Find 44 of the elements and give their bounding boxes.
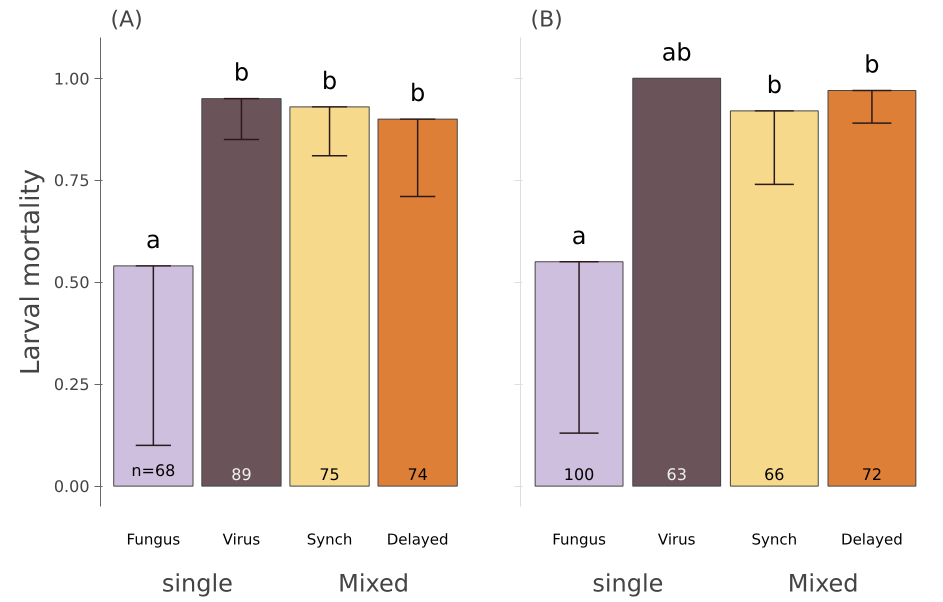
annotation: n=68 — [131, 461, 176, 480]
annotation: 66 — [764, 465, 784, 484]
annotation: 89 — [231, 465, 252, 484]
annotation: b — [410, 79, 426, 108]
annotation: b — [766, 70, 782, 99]
x-tick-label: Synch — [751, 530, 798, 548]
annotation: 63 — [666, 465, 687, 484]
chart-title: (B) — [530, 8, 563, 32]
annotation: 74 — [407, 465, 428, 484]
bar — [378, 118, 458, 487]
annotation: b — [864, 50, 880, 79]
annotation: 72 — [862, 465, 882, 484]
text: Mixed — [338, 570, 410, 598]
bar — [289, 106, 370, 487]
y-tick-label: 0.75 — [54, 171, 90, 190]
bar — [113, 265, 194, 487]
text: Mixed — [788, 570, 859, 598]
text: single — [162, 570, 233, 598]
x-tick-label: Synch — [306, 530, 352, 548]
x-tick-label: Virus — [658, 530, 696, 548]
bar — [828, 90, 916, 487]
y-tick-label: 0.25 — [54, 375, 90, 394]
bar — [632, 78, 722, 487]
x-tick-label: Fungus — [552, 530, 606, 548]
annotation: ab — [662, 38, 692, 66]
x-tick-label: Delayed — [841, 530, 903, 548]
y-tick-label: 0.50 — [54, 273, 90, 292]
bar — [730, 110, 819, 487]
annotation: a — [146, 226, 161, 254]
y-axis-title: Larval mortality — [16, 168, 46, 375]
bar — [201, 98, 282, 487]
bar — [534, 261, 624, 487]
y-tick-label: 1.00 — [54, 69, 90, 88]
chart-title: (A) — [110, 8, 143, 32]
annotation: 100 — [564, 465, 594, 484]
annotation: b — [234, 58, 250, 87]
x-tick-label: Virus — [222, 530, 260, 548]
x-tick-label: Fungus — [126, 530, 180, 548]
annotation: b — [322, 66, 338, 95]
annotation: a — [572, 222, 586, 250]
text: single — [592, 570, 664, 598]
annotation: 75 — [319, 465, 340, 484]
y-tick-label: 0.00 — [54, 477, 90, 496]
x-tick-label: Delayed — [386, 530, 449, 548]
